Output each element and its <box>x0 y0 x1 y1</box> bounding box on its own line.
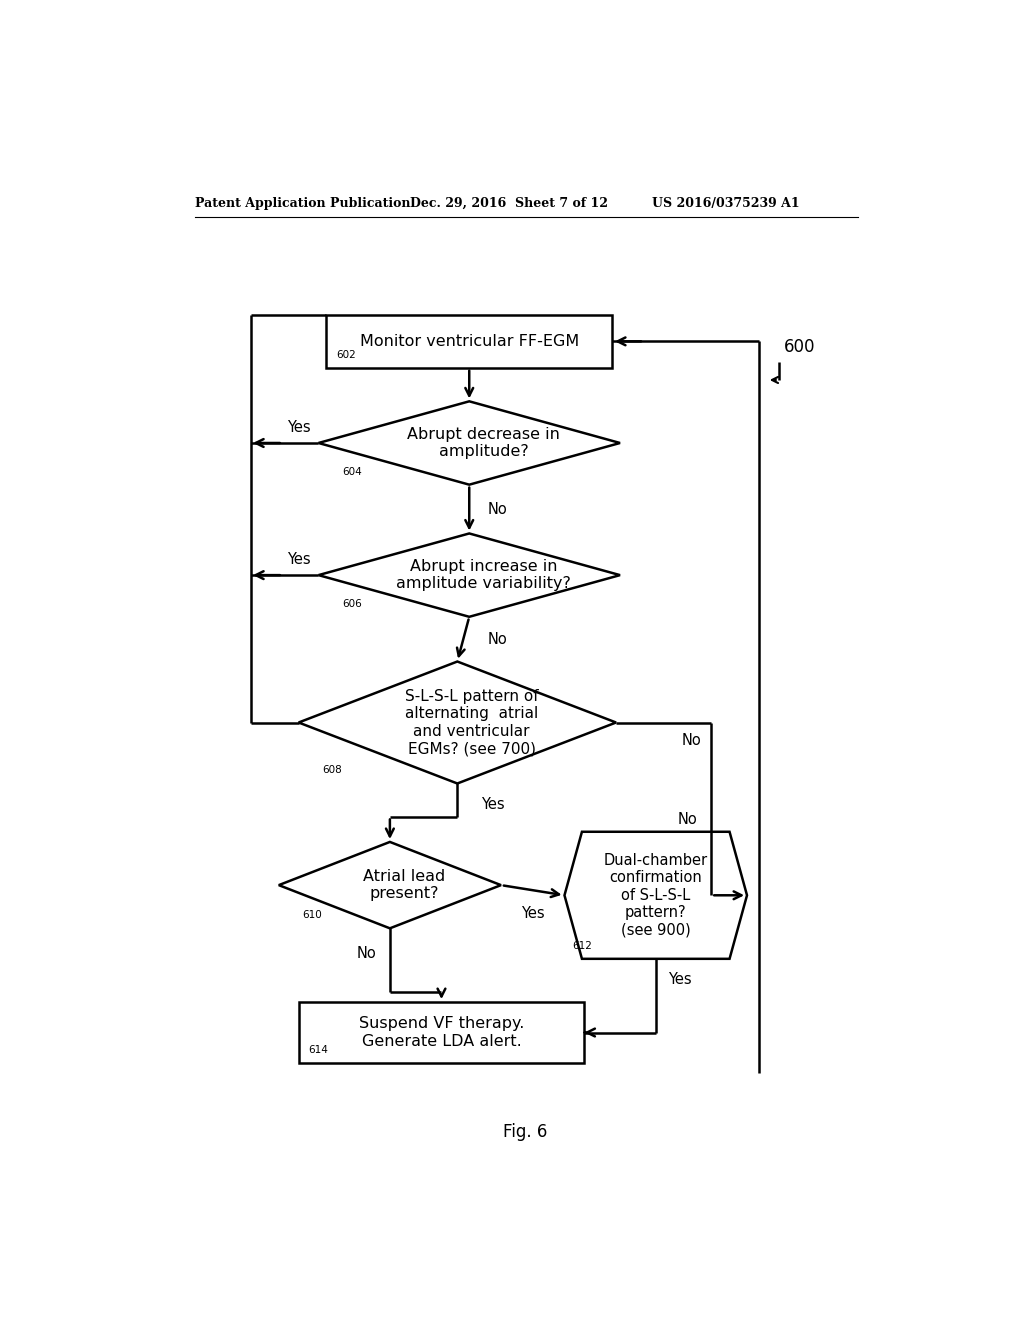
FancyBboxPatch shape <box>327 315 612 368</box>
Text: Yes: Yes <box>481 797 505 812</box>
Text: US 2016/0375239 A1: US 2016/0375239 A1 <box>652 197 800 210</box>
Text: Yes: Yes <box>287 552 310 568</box>
Text: Atrial lead
present?: Atrial lead present? <box>364 869 445 902</box>
Text: Yes: Yes <box>668 972 691 986</box>
FancyBboxPatch shape <box>299 1002 585 1063</box>
Text: Fig. 6: Fig. 6 <box>503 1123 547 1140</box>
Text: Suspend VF therapy.
Generate LDA alert.: Suspend VF therapy. Generate LDA alert. <box>358 1016 524 1048</box>
Text: Abrupt increase in
amplitude variability?: Abrupt increase in amplitude variability… <box>396 558 571 591</box>
Text: No: No <box>356 946 376 961</box>
Text: 600: 600 <box>784 338 816 356</box>
Polygon shape <box>564 832 748 958</box>
Text: Dec. 29, 2016  Sheet 7 of 12: Dec. 29, 2016 Sheet 7 of 12 <box>410 197 607 210</box>
Text: 612: 612 <box>572 941 592 950</box>
Text: 608: 608 <box>323 766 342 775</box>
Text: S-L-S-L pattern of
alternating  atrial
and ventricular
EGMs? (see 700): S-L-S-L pattern of alternating atrial an… <box>404 689 539 756</box>
Polygon shape <box>299 661 616 784</box>
Polygon shape <box>279 842 501 928</box>
Text: No: No <box>487 632 507 647</box>
Text: 604: 604 <box>342 466 362 477</box>
Text: 610: 610 <box>303 911 323 920</box>
Polygon shape <box>318 533 620 616</box>
Text: Yes: Yes <box>287 420 310 436</box>
Text: Patent Application Publication: Patent Application Publication <box>196 197 411 210</box>
Text: 602: 602 <box>336 350 355 359</box>
Text: No: No <box>487 502 507 516</box>
Text: No: No <box>678 812 697 826</box>
Text: Dual-chamber
confirmation
of S-L-S-L
pattern?
(see 900): Dual-chamber confirmation of S-L-S-L pat… <box>604 853 708 937</box>
Text: Yes: Yes <box>521 906 545 921</box>
Text: 614: 614 <box>308 1045 328 1055</box>
Polygon shape <box>318 401 620 484</box>
Text: Monitor ventricular FF-EGM: Monitor ventricular FF-EGM <box>359 334 579 348</box>
Text: No: No <box>682 734 701 748</box>
Text: 606: 606 <box>342 599 362 609</box>
Text: Abrupt decrease in
amplitude?: Abrupt decrease in amplitude? <box>408 426 560 459</box>
